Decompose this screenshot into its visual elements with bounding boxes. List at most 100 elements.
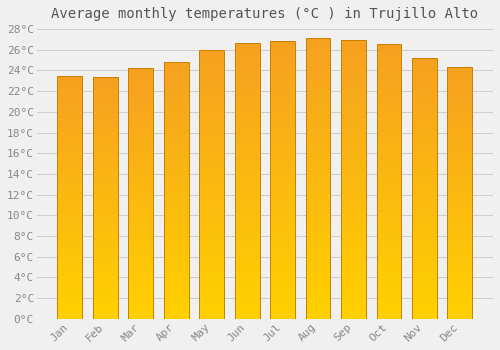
Bar xyxy=(128,310,153,312)
Bar xyxy=(306,68,330,70)
Bar xyxy=(412,274,437,275)
Bar xyxy=(448,118,472,119)
Bar xyxy=(164,302,188,303)
Bar xyxy=(58,158,82,160)
Bar xyxy=(341,133,366,135)
Bar xyxy=(448,183,472,185)
Bar xyxy=(412,122,437,124)
Bar xyxy=(93,190,118,191)
Bar xyxy=(164,298,188,300)
Bar xyxy=(58,184,82,186)
Bar xyxy=(164,131,188,132)
Bar xyxy=(270,60,295,62)
Bar xyxy=(58,278,82,280)
Bar xyxy=(306,143,330,145)
Bar xyxy=(93,145,118,146)
Bar xyxy=(270,310,295,312)
Bar xyxy=(128,269,153,271)
Bar xyxy=(270,97,295,99)
Bar xyxy=(235,286,260,288)
Bar xyxy=(412,58,437,319)
Bar xyxy=(235,70,260,72)
Bar xyxy=(58,116,82,118)
Bar xyxy=(235,65,260,66)
Bar xyxy=(270,134,295,136)
Bar xyxy=(341,208,366,209)
Bar xyxy=(448,145,472,146)
Bar xyxy=(270,88,295,90)
Bar xyxy=(448,233,472,235)
Bar xyxy=(341,41,366,42)
Bar xyxy=(58,95,82,97)
Bar xyxy=(164,120,188,122)
Bar xyxy=(376,282,402,284)
Bar xyxy=(93,82,118,83)
Bar xyxy=(200,195,224,197)
Bar xyxy=(200,251,224,252)
Bar xyxy=(376,102,402,104)
Bar xyxy=(270,195,295,197)
Bar xyxy=(200,188,224,190)
Bar xyxy=(376,51,402,53)
Bar xyxy=(93,295,118,296)
Bar xyxy=(270,274,295,277)
Bar xyxy=(200,82,224,84)
Bar xyxy=(200,202,224,204)
Bar xyxy=(128,74,153,75)
Bar xyxy=(235,52,260,54)
Bar xyxy=(200,263,224,265)
Bar xyxy=(164,237,188,238)
Bar xyxy=(93,138,118,140)
Bar xyxy=(412,234,437,236)
Bar xyxy=(128,122,153,124)
Bar xyxy=(58,167,82,168)
Bar xyxy=(412,246,437,247)
Bar xyxy=(200,139,224,141)
Bar xyxy=(58,262,82,264)
Bar xyxy=(341,115,366,117)
Bar xyxy=(235,203,260,205)
Bar xyxy=(128,297,153,299)
Bar xyxy=(448,86,472,88)
Bar xyxy=(341,141,366,142)
Bar xyxy=(412,157,437,159)
Bar xyxy=(93,311,118,313)
Bar xyxy=(448,280,472,282)
Bar xyxy=(376,198,402,199)
Bar xyxy=(412,190,437,192)
Bar xyxy=(164,126,188,127)
Bar xyxy=(306,289,330,291)
Bar xyxy=(200,75,224,77)
Bar xyxy=(376,244,402,245)
Bar xyxy=(235,291,260,293)
Bar xyxy=(412,296,437,298)
Bar xyxy=(200,272,224,274)
Bar xyxy=(376,106,402,108)
Bar xyxy=(164,261,188,262)
Bar xyxy=(306,201,330,203)
Bar xyxy=(270,90,295,91)
Bar xyxy=(448,237,472,238)
Bar xyxy=(306,166,330,167)
Bar xyxy=(58,191,82,192)
Bar xyxy=(235,212,260,214)
Bar xyxy=(58,85,82,87)
Bar xyxy=(306,50,330,51)
Bar xyxy=(164,110,188,112)
Bar xyxy=(270,265,295,267)
Bar xyxy=(164,262,188,264)
Bar xyxy=(235,136,260,138)
Bar xyxy=(341,122,366,124)
Bar xyxy=(200,150,224,152)
Bar xyxy=(448,255,472,257)
Bar xyxy=(128,195,153,197)
Bar xyxy=(376,99,402,100)
Bar xyxy=(164,226,188,228)
Bar xyxy=(128,124,153,125)
Bar xyxy=(235,206,260,208)
Bar xyxy=(128,70,153,72)
Bar xyxy=(341,299,366,300)
Bar xyxy=(128,163,153,165)
Bar xyxy=(164,196,188,197)
Bar xyxy=(164,168,188,170)
